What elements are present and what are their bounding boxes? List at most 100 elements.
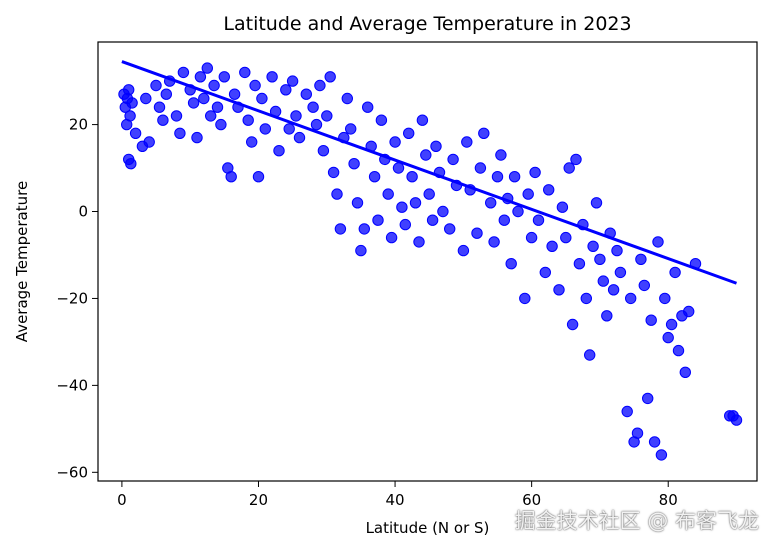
- scatter-point: [228, 88, 241, 100]
- y-axis-label: Average Temperature: [13, 181, 31, 342]
- x-tick-label: 60: [522, 491, 541, 509]
- scatter-point: [563, 162, 575, 174]
- scatter-point: [341, 92, 353, 105]
- x-tick-label: 80: [659, 491, 678, 509]
- scatter-point: [129, 127, 142, 140]
- y-tick-label: −60: [56, 463, 88, 481]
- scatter-point: [283, 123, 295, 135]
- scatter-point: [498, 214, 510, 226]
- scatter-point: [239, 66, 251, 79]
- scatter-point: [423, 188, 435, 200]
- scatter-point: [331, 188, 343, 200]
- scatter-point: [290, 110, 302, 122]
- scatter-point: [334, 223, 347, 235]
- scatter-point: [590, 197, 603, 209]
- scatter-point: [631, 427, 644, 439]
- plot-frame: [97, 41, 758, 482]
- scatter-point: [614, 266, 627, 279]
- scatter-point: [584, 349, 596, 361]
- x-tick-label: 40: [386, 491, 405, 509]
- scatter-point: [358, 223, 370, 235]
- scatter-point: [218, 71, 231, 83]
- scatter-point: [679, 366, 691, 378]
- scatter-point: [321, 110, 333, 122]
- scatter-point: [420, 149, 432, 161]
- scatter-point: [570, 153, 582, 166]
- scatter-point: [201, 62, 214, 74]
- scatter-point: [382, 188, 394, 200]
- y-tick-label: −40: [56, 376, 88, 394]
- scatter-point: [652, 236, 664, 248]
- scatter-point: [447, 153, 459, 166]
- scatter-point: [430, 140, 442, 153]
- scatter-point: [385, 231, 398, 244]
- scatter-point: [461, 136, 473, 148]
- scatter-point: [399, 218, 411, 231]
- scatter-point: [594, 253, 606, 265]
- scatter-point: [553, 284, 565, 296]
- scatter-point: [491, 171, 504, 183]
- scatter-point: [505, 258, 517, 270]
- scatter-point: [317, 145, 330, 157]
- scatter-point: [485, 197, 497, 209]
- scatter-point: [474, 162, 487, 174]
- scatter-point: [645, 314, 657, 326]
- scatter-point: [580, 292, 592, 305]
- scatter-point: [286, 75, 299, 87]
- y-tick-label: 0: [78, 203, 88, 221]
- scatter-point: [170, 110, 183, 122]
- scatter-point: [143, 136, 155, 148]
- scatter-point: [351, 197, 364, 209]
- scatter-point: [560, 231, 572, 244]
- scatter-point: [208, 79, 220, 92]
- scatter-point: [546, 240, 558, 253]
- scatter-point: [478, 127, 490, 140]
- scatter-point: [655, 449, 668, 461]
- scatter-point: [525, 231, 538, 244]
- scatter-point: [211, 101, 224, 113]
- scatter-point: [392, 162, 405, 174]
- scatter-point: [669, 266, 681, 279]
- scatter-points: [118, 62, 743, 461]
- scatter-point: [566, 318, 579, 331]
- scatter-point: [683, 305, 695, 318]
- scatter-point: [375, 114, 388, 126]
- scatter-point: [573, 258, 586, 270]
- scatter-point: [457, 244, 470, 257]
- x-axis-label: Latitude (N or S): [366, 519, 490, 537]
- scatter-point: [648, 436, 661, 448]
- scatter-point: [539, 266, 551, 279]
- scatter-point: [153, 101, 166, 113]
- scatter-point: [597, 275, 609, 287]
- scatter-point: [621, 405, 633, 418]
- scatter-point: [310, 118, 323, 131]
- scatter-point: [662, 331, 674, 344]
- scatter-point: [314, 79, 326, 92]
- scatter-point: [259, 123, 271, 135]
- x-tick-label: 0: [117, 491, 127, 509]
- x-tick-label: 20: [249, 491, 268, 509]
- scatter-point: [187, 97, 200, 109]
- scatter-point: [126, 97, 138, 109]
- scatter-point: [522, 188, 534, 200]
- scatter-point: [635, 253, 647, 265]
- scatter-point: [348, 158, 360, 170]
- scatter-point: [416, 114, 429, 126]
- scatter-point: [508, 171, 521, 183]
- y-tick-label: −20: [56, 289, 88, 307]
- scatter-point: [659, 292, 671, 305]
- scatter-point: [345, 123, 357, 135]
- scatter-point: [625, 292, 637, 305]
- scatter-point: [437, 205, 449, 218]
- scatter-point: [556, 201, 569, 213]
- y-axis-ticks: −60 −40 −20 0 20: [56, 116, 98, 481]
- y-tick-label: 20: [69, 116, 88, 134]
- scatter-point: [413, 236, 425, 248]
- scatter-point: [121, 118, 133, 131]
- scatter-point: [246, 136, 258, 148]
- scatter-point: [406, 171, 418, 183]
- scatter-point: [123, 84, 135, 96]
- scatter-point: [140, 92, 152, 105]
- scatter-point: [307, 101, 319, 113]
- scatter-point: [157, 114, 169, 126]
